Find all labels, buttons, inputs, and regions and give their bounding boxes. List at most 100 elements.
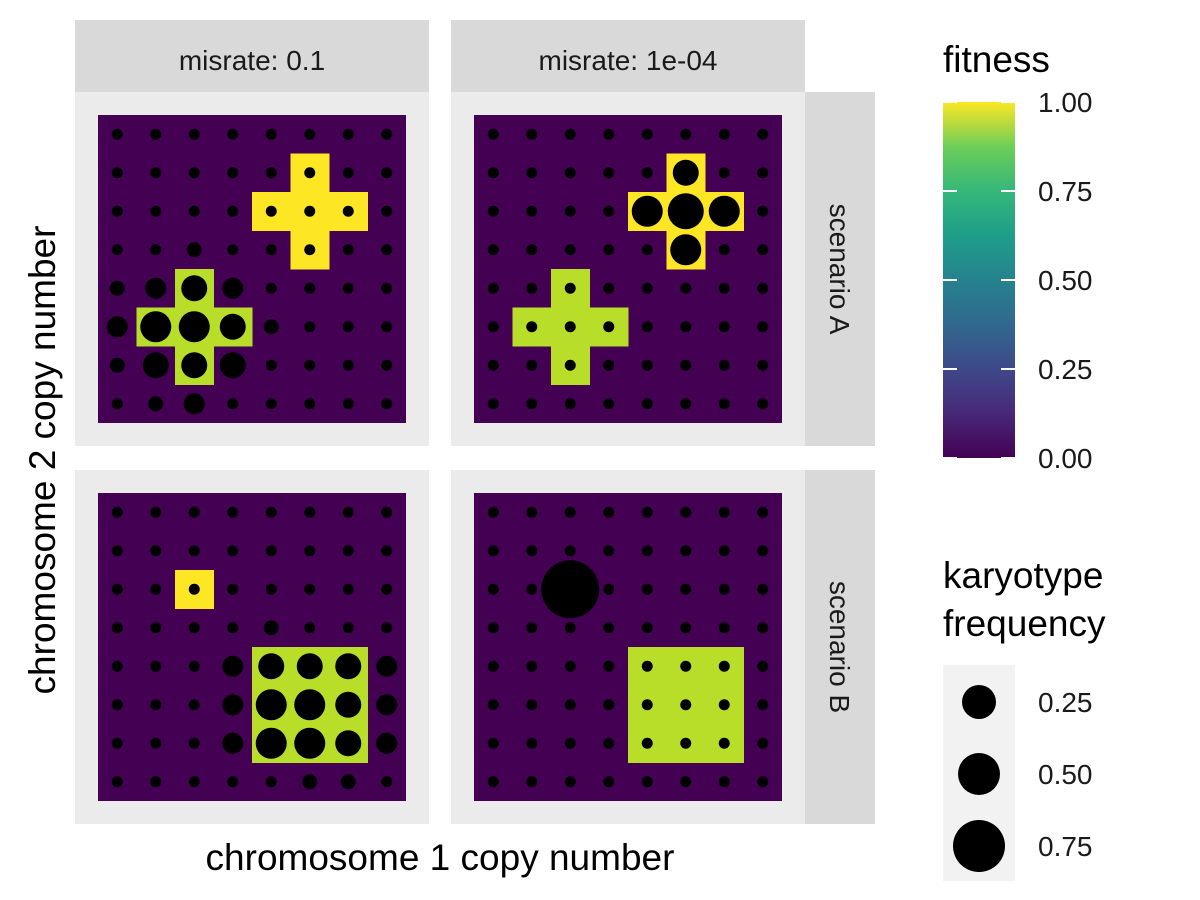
karyotype-point bbox=[641, 244, 653, 256]
karyotype-point bbox=[718, 583, 730, 595]
karyotype-point bbox=[111, 244, 123, 256]
karyotype-point bbox=[718, 359, 730, 371]
karyotype-point bbox=[304, 398, 316, 410]
karyotype-point bbox=[222, 694, 244, 716]
karyotype-point bbox=[111, 398, 123, 410]
karyotype-point bbox=[219, 313, 246, 340]
karyotype-point bbox=[526, 737, 538, 749]
karyotype-point bbox=[227, 167, 239, 179]
karyotype-point bbox=[188, 583, 200, 595]
karyotype-point bbox=[150, 737, 162, 749]
karyotype-point bbox=[680, 622, 692, 634]
karyotype-point bbox=[603, 128, 615, 140]
karyotype-point bbox=[265, 398, 277, 410]
karyotype-point bbox=[641, 699, 653, 711]
karyotype-point bbox=[603, 205, 615, 217]
karyotype-point bbox=[294, 727, 326, 759]
karyotype-point bbox=[222, 732, 244, 754]
karyotype-point bbox=[188, 128, 200, 140]
karyotype-point bbox=[150, 244, 162, 256]
karyotype-point bbox=[335, 653, 362, 680]
karyotype-point bbox=[304, 359, 316, 371]
karyotype-point bbox=[603, 737, 615, 749]
facet-panel-1 bbox=[75, 92, 429, 446]
karyotype-point bbox=[641, 660, 653, 672]
karyotype-point bbox=[342, 359, 354, 371]
karyotype-point bbox=[111, 167, 123, 179]
karyotype-point bbox=[381, 359, 393, 371]
karyotype-point bbox=[487, 506, 499, 518]
karyotype-point bbox=[381, 282, 393, 294]
facet-strip-row-2-label: scenario B bbox=[824, 581, 855, 713]
karyotype-point bbox=[757, 244, 769, 256]
karyotype-point bbox=[526, 398, 538, 410]
karyotype-point bbox=[564, 506, 576, 518]
karyotype-point bbox=[603, 282, 615, 294]
karyotype-point bbox=[487, 282, 499, 294]
karyotype-point bbox=[680, 737, 692, 749]
karyotype-point bbox=[757, 737, 769, 749]
fitness-colorbar-ticks: 1.00 0.75 0.50 0.25 0.00 bbox=[943, 87, 1093, 474]
karyotype-point bbox=[526, 660, 538, 672]
karyotype-point bbox=[718, 622, 730, 634]
karyotype-point bbox=[680, 699, 692, 711]
karyotype-point bbox=[487, 622, 499, 634]
colorbar-tick-label: 1.00 bbox=[1038, 87, 1093, 118]
karyotype-point bbox=[487, 244, 499, 256]
karyotype-point bbox=[111, 622, 123, 634]
karyotype-point bbox=[564, 167, 576, 179]
karyotype-point bbox=[381, 583, 393, 595]
karyotype-point bbox=[150, 699, 162, 711]
karyotype-point bbox=[296, 653, 323, 680]
karyotype-point bbox=[227, 128, 239, 140]
karyotype-point bbox=[376, 732, 398, 754]
karyotype-point bbox=[265, 776, 277, 788]
size-legend-key bbox=[962, 685, 996, 719]
colorbar-tick-label: 0.50 bbox=[1038, 265, 1093, 296]
karyotype-point bbox=[376, 655, 398, 677]
karyotype-point bbox=[109, 357, 125, 373]
karyotype-point bbox=[111, 205, 123, 217]
karyotype-point bbox=[342, 205, 354, 217]
karyotype-point bbox=[487, 737, 499, 749]
karyotype-point bbox=[188, 622, 200, 634]
karyotype-point bbox=[757, 128, 769, 140]
karyotype-point bbox=[342, 506, 354, 518]
karyotype-point bbox=[672, 159, 699, 186]
karyotype-point bbox=[381, 128, 393, 140]
karyotype-point bbox=[342, 128, 354, 140]
karyotype-point bbox=[670, 234, 702, 266]
karyotype-point bbox=[757, 622, 769, 634]
facet-strip-row-1-label: scenario A bbox=[824, 204, 855, 335]
karyotype-point bbox=[603, 660, 615, 672]
size-legend-label: 0.75 bbox=[1038, 831, 1093, 862]
colorbar-tick-label: 0.25 bbox=[1038, 354, 1093, 385]
karyotype-point bbox=[342, 398, 354, 410]
karyotype-point bbox=[342, 167, 354, 179]
karyotype-point bbox=[718, 660, 730, 672]
karyotype-point bbox=[188, 737, 200, 749]
karyotype-point bbox=[641, 398, 653, 410]
y-axis-title: chromosome 2 copy number bbox=[22, 226, 63, 695]
karyotype-point bbox=[140, 311, 172, 343]
karyotype-point bbox=[111, 660, 123, 672]
karyotype-point bbox=[342, 244, 354, 256]
karyotype-point bbox=[381, 506, 393, 518]
karyotype-point bbox=[603, 583, 615, 595]
karyotype-point bbox=[188, 205, 200, 217]
karyotype-point bbox=[526, 776, 538, 788]
karyotype-point bbox=[150, 583, 162, 595]
karyotype-point bbox=[265, 506, 277, 518]
karyotype-point bbox=[603, 359, 615, 371]
karyotype-point bbox=[150, 128, 162, 140]
karyotype-point bbox=[526, 699, 538, 711]
karyotype-point bbox=[564, 737, 576, 749]
karyotype-point bbox=[564, 244, 576, 256]
karyotype-point bbox=[227, 622, 239, 634]
karyotype-point bbox=[342, 583, 354, 595]
karyotype-point bbox=[304, 205, 316, 217]
karyotype-point bbox=[757, 282, 769, 294]
facet-strip-row-1 bbox=[805, 92, 875, 446]
karyotype-point bbox=[181, 352, 208, 379]
karyotype-point bbox=[757, 205, 769, 217]
